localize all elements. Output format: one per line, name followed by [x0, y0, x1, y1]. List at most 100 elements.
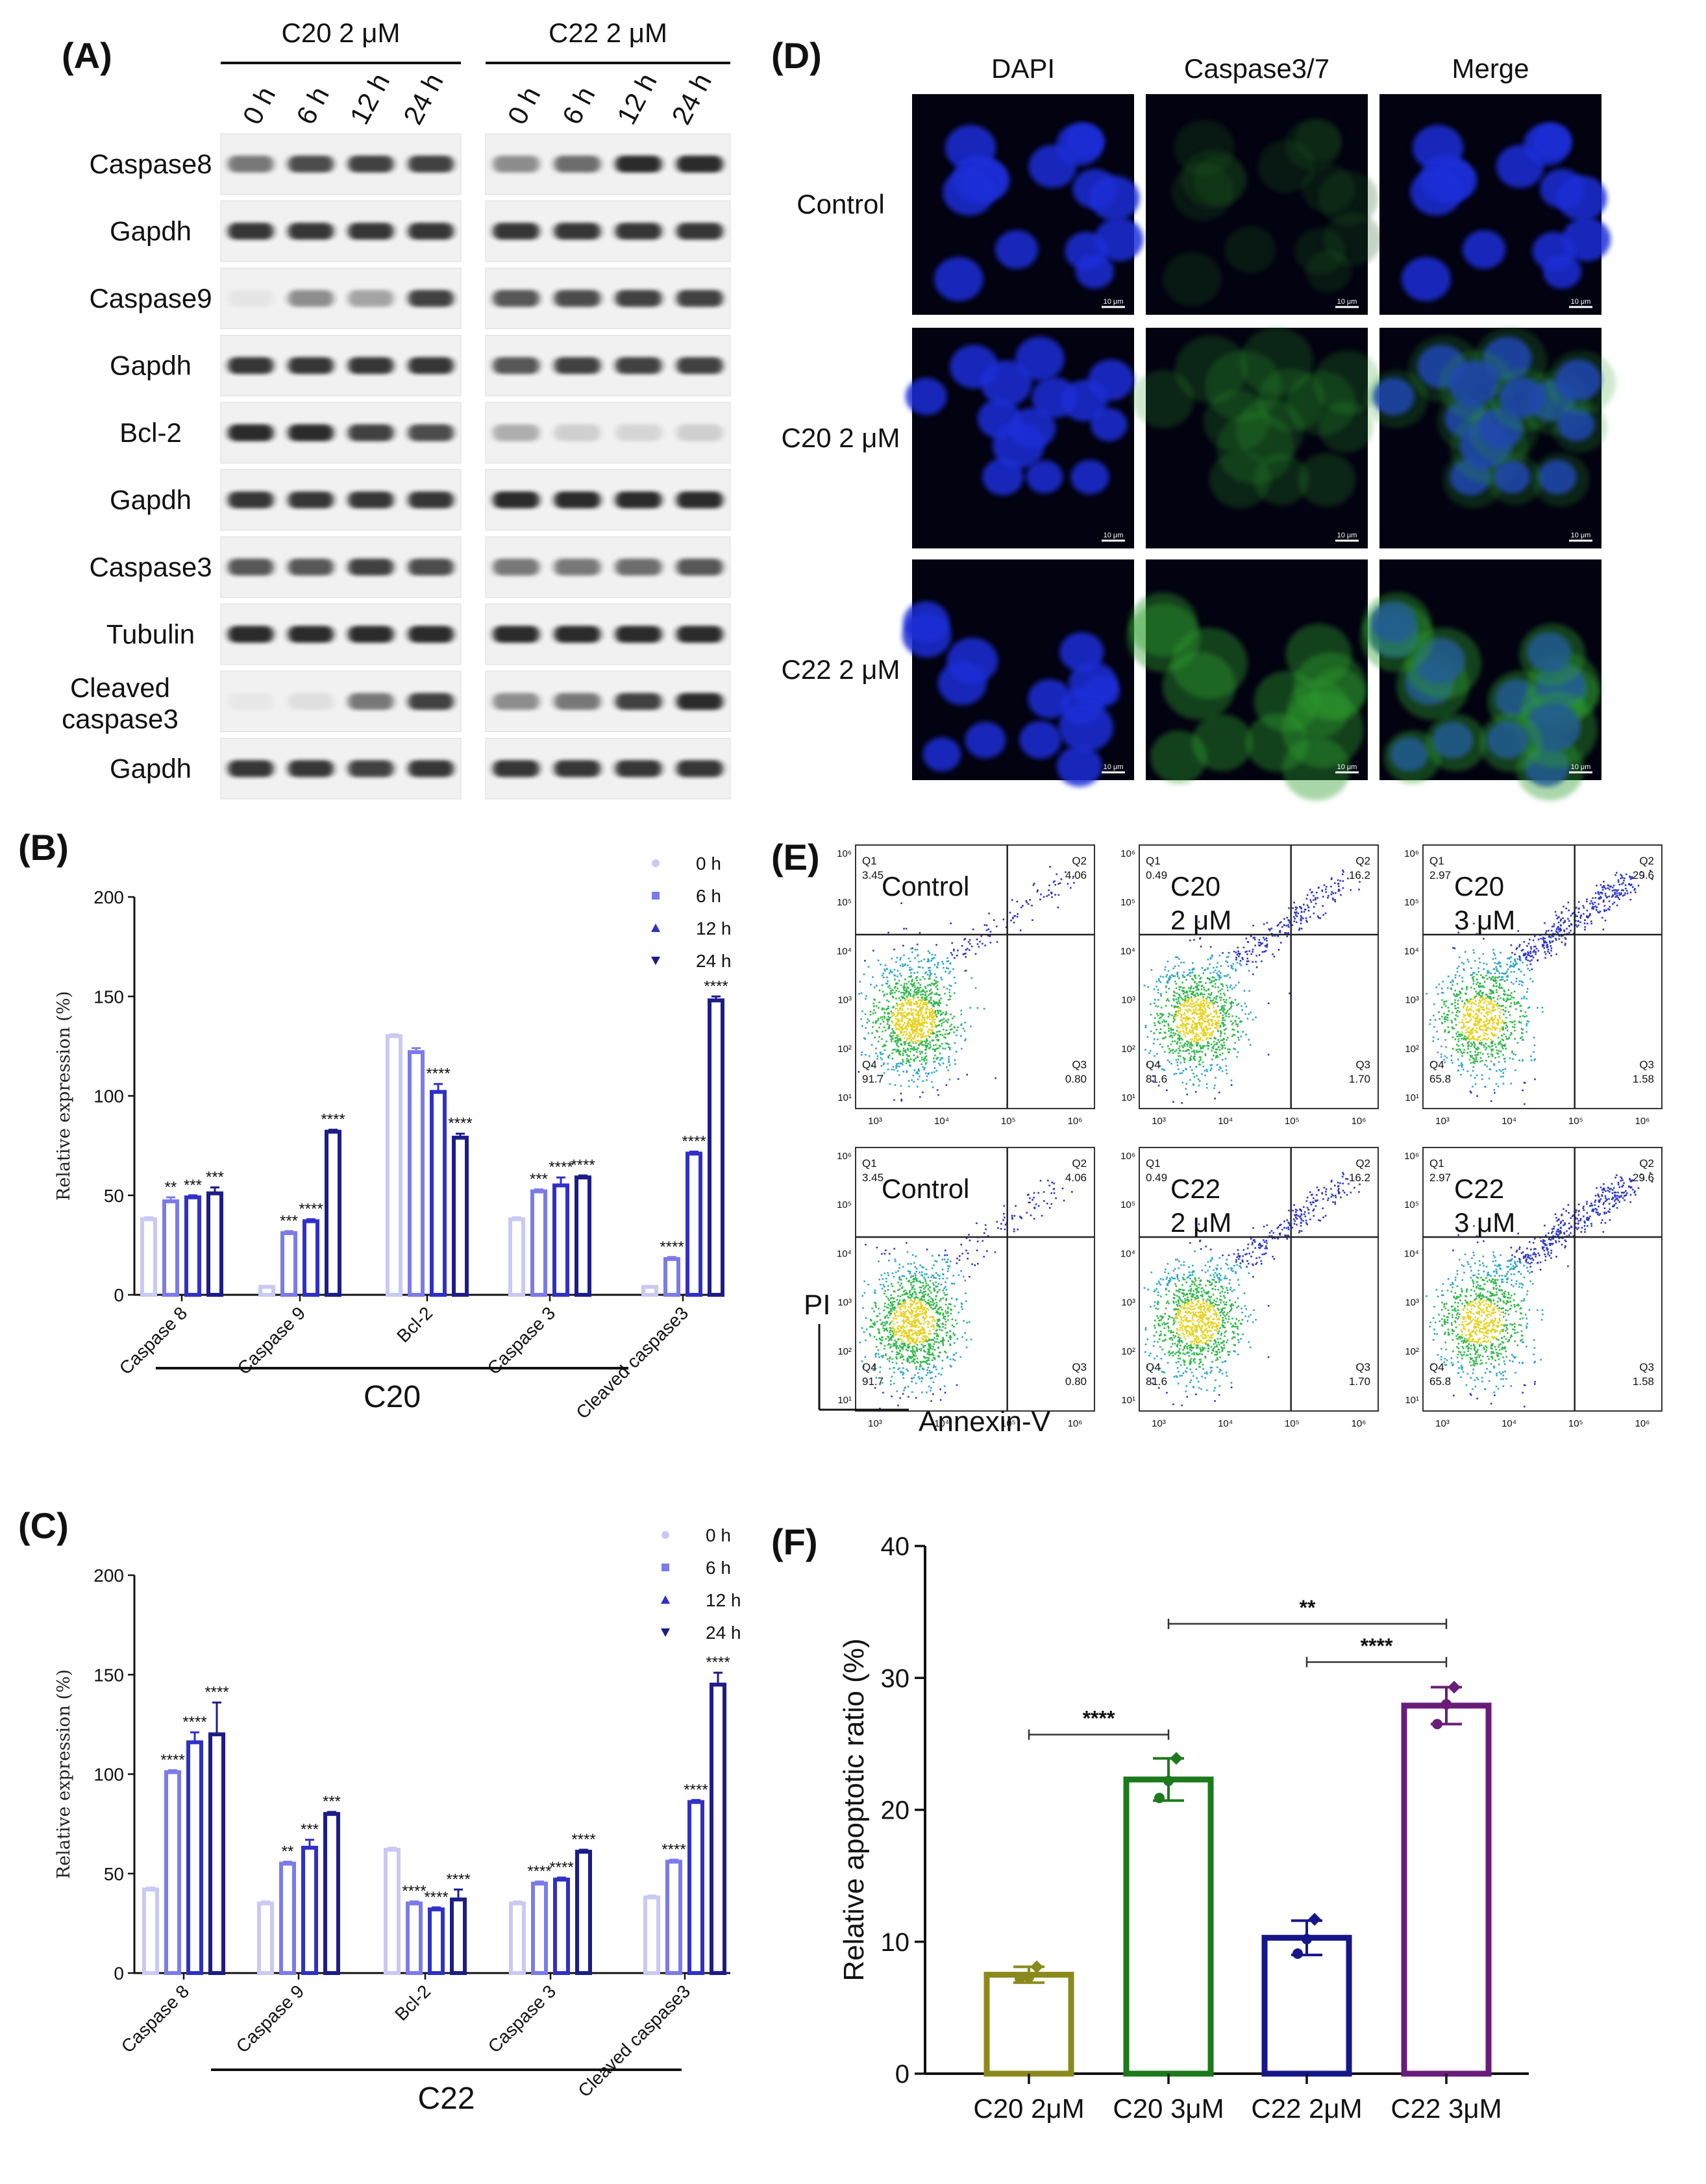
- flow-event: [921, 1023, 923, 1025]
- flow-event: [1492, 991, 1494, 993]
- flow-event: [1518, 980, 1521, 983]
- flow-event: [1470, 1008, 1472, 1011]
- flow-event: [1514, 964, 1516, 966]
- flow-event: [895, 1050, 898, 1053]
- flow-event: [1183, 971, 1185, 974]
- flow-event: [948, 1061, 950, 1063]
- flow-event: [1017, 913, 1019, 915]
- flow-event: [937, 1012, 939, 1014]
- flow-event: [1483, 1009, 1485, 1011]
- flow-event: [1482, 992, 1484, 994]
- flow-event: [869, 1014, 872, 1016]
- flow-event: [1199, 1022, 1202, 1024]
- flow-event: [1499, 1027, 1501, 1030]
- flow-event: [1154, 998, 1156, 1001]
- flow-event: [1196, 983, 1198, 985]
- flow-event: [1457, 1070, 1459, 1072]
- flow-event: [896, 1003, 898, 1005]
- flow-event: [1473, 1037, 1475, 1040]
- flow-event: [884, 1290, 886, 1292]
- flow-event: [913, 990, 915, 993]
- flow-event: [1186, 1093, 1189, 1096]
- flow-event: [919, 1007, 921, 1009]
- flow-event: [1462, 1045, 1465, 1047]
- flow-event: [1195, 1066, 1198, 1068]
- flow-event: [913, 1059, 915, 1061]
- flow-event: [1466, 1031, 1469, 1033]
- flow-event: [1187, 1000, 1189, 1001]
- flow-event: [1280, 921, 1282, 924]
- flow-event: [1175, 987, 1178, 989]
- flow-event: [914, 1035, 916, 1037]
- flow-event: [1551, 940, 1553, 943]
- caspase-signal: [1365, 370, 1428, 428]
- flow-event: [913, 1002, 915, 1005]
- flow-event: [1200, 1056, 1202, 1059]
- flow-event: [1471, 974, 1474, 976]
- blot-band: [493, 693, 539, 710]
- flow-event: [913, 1355, 916, 1357]
- flow-event: [1341, 873, 1344, 876]
- flow-event: [934, 1260, 936, 1262]
- flow-event: [924, 1042, 927, 1044]
- flow-event: [1481, 1028, 1483, 1031]
- flow-event: [1208, 1037, 1211, 1039]
- flow-event: [1198, 1085, 1200, 1086]
- flow-event: [939, 1313, 941, 1316]
- flow-event: [935, 992, 938, 994]
- flow-event: [941, 1019, 943, 1021]
- flow-event: [1479, 996, 1482, 998]
- flow-event: [924, 1019, 926, 1021]
- flow-event: [1217, 1025, 1218, 1027]
- flow-event: [891, 1282, 893, 1285]
- flow-event: [1207, 996, 1209, 998]
- flow-event: [1220, 1005, 1223, 1008]
- flow-event: [913, 996, 915, 999]
- flow-event: [914, 1358, 916, 1360]
- flow-event: [902, 1373, 904, 1376]
- flow-event: [896, 1035, 898, 1037]
- flow-event: [1493, 1088, 1495, 1091]
- flow-event: [900, 1019, 902, 1022]
- flow-event: [914, 988, 916, 991]
- flow-event: [932, 1086, 934, 1088]
- flow-event: [903, 1314, 906, 1316]
- flow-event: [1268, 929, 1271, 931]
- flow-event: [1465, 1031, 1467, 1034]
- flow-event: [1218, 1091, 1220, 1094]
- flow-event: [917, 966, 920, 968]
- blot-band: [288, 223, 334, 240]
- flow-event: [1464, 1035, 1466, 1038]
- flow-event: [939, 1011, 942, 1012]
- flow-event: [953, 950, 955, 951]
- flow-event: [917, 1039, 919, 1042]
- flow-event: [1462, 1068, 1465, 1071]
- flow-event: [873, 1366, 876, 1368]
- flow-event: [894, 986, 896, 988]
- flow-event: [1501, 1044, 1503, 1046]
- flow-event: [902, 1048, 905, 1049]
- flow-event: [1457, 965, 1460, 968]
- flow-event: [1204, 1053, 1207, 1055]
- flow-event: [1546, 944, 1549, 946]
- flow-event: [896, 1019, 898, 1021]
- flow-event: [895, 1040, 897, 1042]
- flow-event: [1544, 937, 1546, 940]
- flow-event: [931, 1072, 933, 1074]
- flow-event: [1492, 1022, 1494, 1025]
- flow-event: [914, 1048, 917, 1051]
- flow-event: [939, 1289, 941, 1291]
- flow-event: [1150, 1003, 1152, 1005]
- flow-event: [926, 1079, 928, 1081]
- flow-event: [1245, 1033, 1247, 1036]
- flow-event: [1159, 1028, 1162, 1030]
- nucleus-dapi: [1410, 168, 1463, 216]
- blot-band: [676, 693, 723, 710]
- flow-event: [931, 1081, 933, 1083]
- flow-event: [1182, 1049, 1184, 1052]
- flow-event: [924, 1273, 926, 1275]
- flow-event: [1522, 1059, 1524, 1061]
- flow-event: [1206, 1029, 1208, 1031]
- flow-event: [925, 997, 927, 999]
- flow-event: [1454, 989, 1457, 992]
